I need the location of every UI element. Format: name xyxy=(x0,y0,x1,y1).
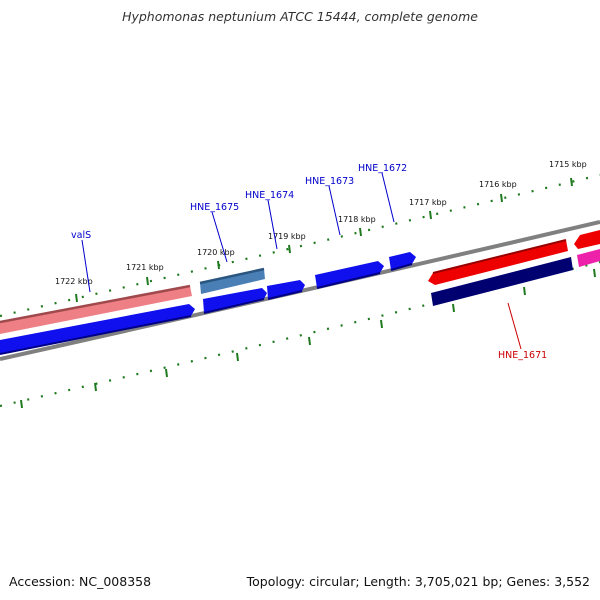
gene-label-hne-1672: HNE_1672 xyxy=(358,163,407,174)
scale-label-1721: 1721 kbp xyxy=(126,263,164,272)
rrna-feature[interactable] xyxy=(0,286,192,334)
scale-tick-1721 xyxy=(146,276,149,286)
scale-label-1717: 1717 kbp xyxy=(409,198,447,207)
scale-label-1718: 1718 kbp xyxy=(338,215,376,224)
scale-tick-1722 xyxy=(75,293,78,303)
scale-tick-1716 xyxy=(500,193,503,203)
topology-text: Topology: circular; Length: 3,705,021 bp… xyxy=(246,574,590,589)
gene-hne-1671-reverse[interactable] xyxy=(428,240,568,285)
gene-hne-1673-forward[interactable] xyxy=(315,261,384,288)
scale-tick-1717 xyxy=(429,210,432,220)
scale-label-1715: 1715 kbp xyxy=(549,160,587,169)
gene-magenta-right[interactable] xyxy=(577,249,600,267)
gene-hne-1671-navy[interactable] xyxy=(431,257,573,306)
gene-vals-forward[interactable] xyxy=(0,304,195,354)
gene-label-hne-1671: HNE_1671 xyxy=(498,350,547,361)
gene-red-right[interactable] xyxy=(574,230,600,249)
accession-text: Accession: NC_008358 xyxy=(9,574,152,589)
inner-scale xyxy=(0,260,600,409)
scale-label-1719: 1719 kbp xyxy=(268,232,306,241)
gene-label-hne-1675: HNE_1675 xyxy=(190,202,239,213)
gene-hne-1675-forward[interactable] xyxy=(203,288,267,313)
gene-hne-1672-forward[interactable] xyxy=(389,252,416,270)
scale-tick-1715 xyxy=(570,177,573,187)
scale-label-1722: 1722 kbp xyxy=(55,277,93,286)
scale-label-1716: 1716 kbp xyxy=(479,180,517,189)
scale-tick-1719 xyxy=(288,244,291,254)
scale-tick-1718 xyxy=(359,227,362,237)
gene-label-hne-1673: HNE_1673 xyxy=(305,176,354,187)
gene-label-hne-1674: HNE_1674 xyxy=(245,190,294,201)
scale-tick-1720 xyxy=(217,260,220,270)
gene-hne-1674-forward[interactable] xyxy=(267,280,305,299)
trna-feature[interactable] xyxy=(200,269,265,294)
gene-label-vals: valS xyxy=(71,230,91,241)
outer-scale: 1715 kbp 1716 kbp 1717 kbp 1718 kbp 1719… xyxy=(0,160,600,318)
map-title: Hyphomonas neptunium ATCC 15444, complet… xyxy=(122,9,478,24)
scale-label-1720: 1720 kbp xyxy=(197,248,235,257)
